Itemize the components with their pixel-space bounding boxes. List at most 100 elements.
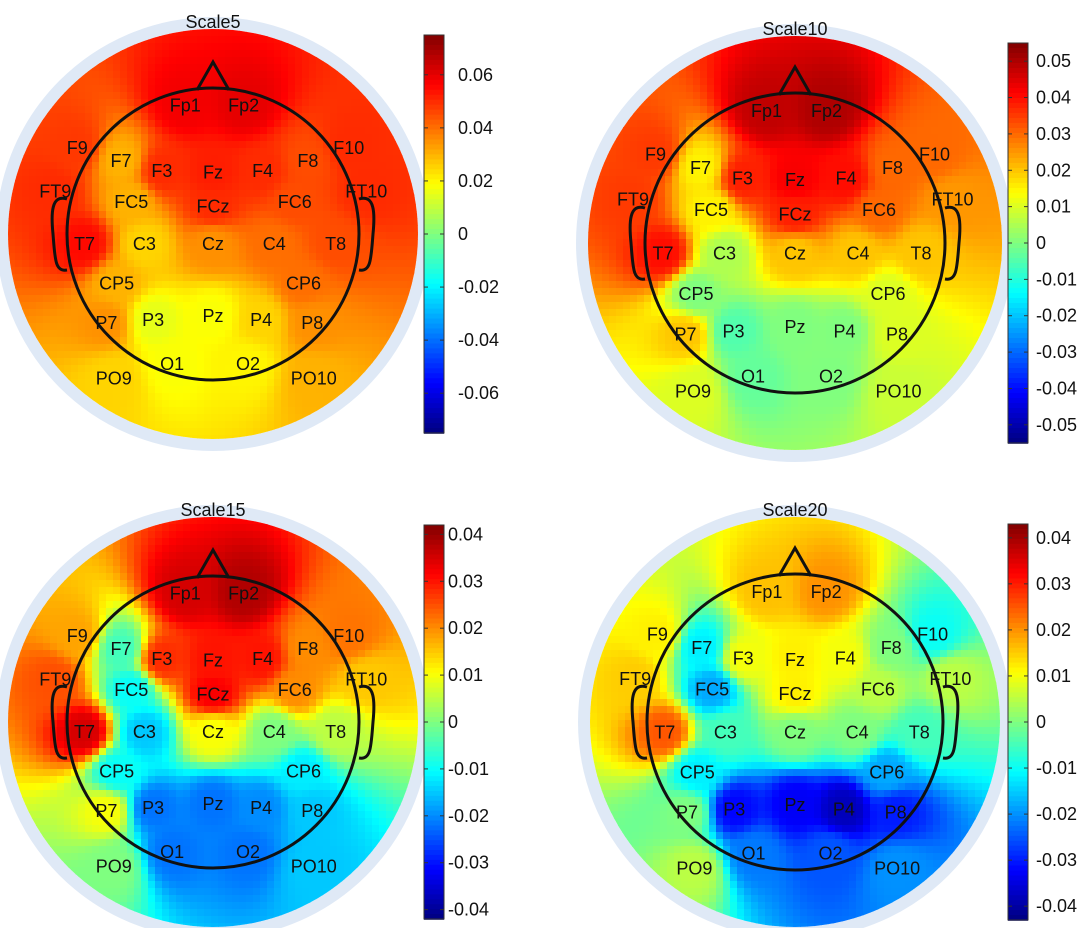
colorbar-segment xyxy=(424,224,444,230)
field-cell xyxy=(393,274,401,282)
field-cell xyxy=(351,351,359,359)
field-cell xyxy=(700,218,708,226)
field-cell xyxy=(805,183,813,191)
field-cell xyxy=(120,302,128,310)
field-cell xyxy=(742,218,750,226)
field-cell xyxy=(190,225,198,233)
field-cell xyxy=(854,274,862,282)
field-cell xyxy=(875,253,883,261)
field-cell xyxy=(155,50,163,58)
field-cell xyxy=(791,99,799,107)
field-cell xyxy=(323,281,331,289)
field-cell xyxy=(274,134,282,142)
field-cell xyxy=(204,99,212,107)
field-cell xyxy=(323,337,331,345)
field-cell xyxy=(365,99,373,107)
field-cell xyxy=(211,232,219,240)
field-cell xyxy=(309,309,317,317)
field-cell xyxy=(260,239,268,247)
field-cell xyxy=(337,288,345,296)
field-cell xyxy=(274,85,282,93)
field-cell xyxy=(309,393,317,401)
field-cell xyxy=(253,330,261,338)
field-cell xyxy=(637,169,645,177)
field-cell xyxy=(232,253,240,261)
field-cell xyxy=(281,239,289,247)
field-cell xyxy=(134,288,142,296)
field-cell xyxy=(253,78,261,86)
field-cell xyxy=(707,302,715,310)
field-cell xyxy=(239,316,247,324)
field-cell xyxy=(134,113,142,121)
field-cell xyxy=(693,120,701,128)
field-cell xyxy=(630,211,638,219)
field-cell xyxy=(400,246,408,254)
field-cell xyxy=(623,204,631,212)
field-cell xyxy=(36,323,44,331)
field-cell xyxy=(29,141,37,149)
field-cell xyxy=(840,50,848,58)
field-cell xyxy=(714,246,722,254)
field-cell xyxy=(903,302,911,310)
field-cell xyxy=(29,155,37,163)
field-cell xyxy=(372,218,380,226)
field-cell xyxy=(749,232,757,240)
field-cell xyxy=(854,281,862,289)
field-cell xyxy=(183,302,191,310)
field-cell xyxy=(50,218,58,226)
field-cell xyxy=(379,309,387,317)
field-cell xyxy=(365,267,373,275)
field-cell xyxy=(211,281,219,289)
field-cell xyxy=(735,176,743,184)
field-cell xyxy=(92,92,100,100)
field-cell xyxy=(295,414,303,422)
field-cell xyxy=(686,295,694,303)
colorbar-segment xyxy=(424,94,444,101)
field-cell xyxy=(875,148,883,156)
field-cell xyxy=(833,183,841,191)
field-cell xyxy=(616,246,624,254)
field-cell xyxy=(959,267,967,275)
field-cell xyxy=(302,351,310,359)
field-cell xyxy=(728,120,736,128)
field-cell xyxy=(840,232,848,240)
field-cell xyxy=(71,99,79,107)
field-cell xyxy=(57,358,65,366)
field-cell xyxy=(106,148,114,156)
field-cell xyxy=(316,204,324,212)
field-cell xyxy=(784,253,792,261)
field-cell xyxy=(344,372,352,380)
field-cell xyxy=(309,330,317,338)
field-cell xyxy=(735,295,743,303)
field-cell xyxy=(309,267,317,275)
field-cell xyxy=(931,197,939,205)
field-cell xyxy=(672,197,680,205)
field-cell xyxy=(770,176,778,184)
field-cell xyxy=(190,267,198,275)
field-cell xyxy=(351,330,359,338)
field-cell xyxy=(15,267,23,275)
colorbar-segment xyxy=(424,144,444,151)
field-cell xyxy=(218,92,226,100)
field-cell xyxy=(162,400,170,408)
field-cell xyxy=(253,428,261,436)
field-cell xyxy=(686,113,694,121)
field-cell xyxy=(714,64,722,72)
field-cell xyxy=(707,183,715,191)
field-cell xyxy=(588,204,596,212)
field-cell xyxy=(323,344,331,352)
field-cell xyxy=(302,211,310,219)
field-cell xyxy=(78,260,86,268)
field-cell xyxy=(784,92,792,100)
field-cell xyxy=(777,190,785,198)
field-cell xyxy=(344,246,352,254)
field-cell xyxy=(127,260,135,268)
field-cell xyxy=(749,106,757,114)
field-cell xyxy=(218,218,226,226)
field-cell xyxy=(763,246,771,254)
field-cell xyxy=(700,197,708,205)
field-cell xyxy=(945,148,953,156)
field-cell xyxy=(155,141,163,149)
field-cell xyxy=(595,190,603,198)
field-cell xyxy=(763,302,771,310)
